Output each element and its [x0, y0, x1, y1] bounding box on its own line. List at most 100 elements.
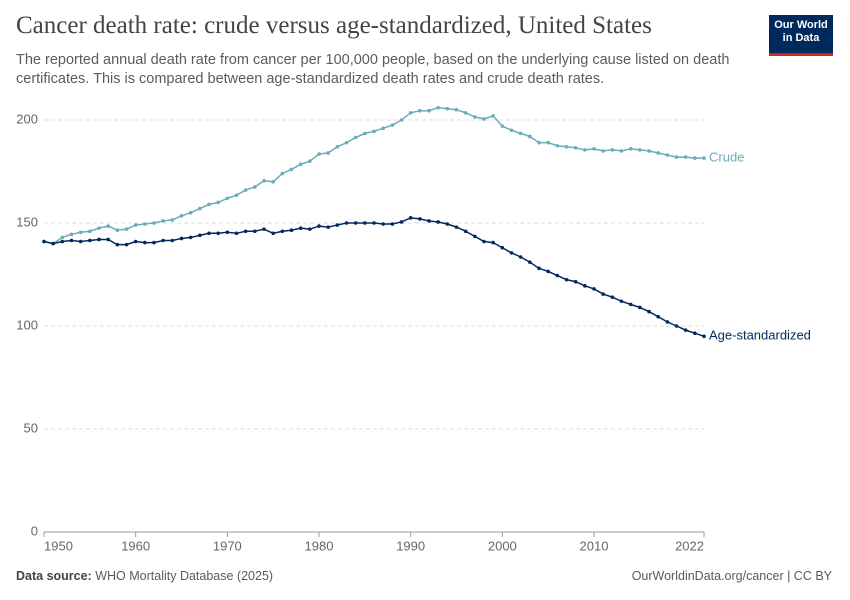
- data-point: [243, 229, 248, 234]
- data-point: [528, 134, 532, 139]
- data-point: [188, 210, 193, 215]
- data-point: [188, 235, 193, 240]
- data-point: [610, 295, 615, 299]
- data-point: [436, 220, 440, 224]
- data-point: [601, 292, 605, 296]
- data-point: [399, 220, 404, 224]
- data-point: [555, 273, 560, 278]
- series-line: [43, 217, 705, 338]
- data-point: [344, 221, 349, 225]
- data-point: [372, 221, 376, 225]
- data-point: [500, 124, 505, 128]
- data-point: [390, 222, 395, 226]
- data-point: [656, 151, 660, 155]
- data-point: [381, 222, 385, 226]
- x-tick-label: 1960: [121, 538, 150, 553]
- data-point: [179, 236, 184, 241]
- data-point: [243, 188, 248, 192]
- data-point: [88, 229, 92, 234]
- data-point: [143, 240, 147, 245]
- data-point: [463, 229, 468, 234]
- data-point: [78, 239, 83, 244]
- data-point: [693, 331, 697, 336]
- data-point: [601, 149, 605, 153]
- data-point: [482, 239, 486, 244]
- data-point: [518, 131, 523, 136]
- data-point: [326, 225, 330, 229]
- data-point: [326, 151, 330, 155]
- data-point: [427, 108, 431, 113]
- data-point: [546, 140, 550, 145]
- data-point: [473, 115, 477, 119]
- data-point: [161, 238, 165, 243]
- data-point: [555, 143, 560, 148]
- data-point: [280, 229, 285, 234]
- data-point: [482, 117, 486, 121]
- data-point: [564, 144, 569, 149]
- data-point: [628, 147, 633, 151]
- data-point: [170, 238, 175, 243]
- data-point: [317, 224, 321, 228]
- data-point: [674, 324, 679, 328]
- data-point: [473, 234, 477, 239]
- data-point: [491, 240, 495, 245]
- data-point: [143, 222, 147, 226]
- logo[interactable]: Our World in Data: [769, 15, 833, 56]
- data-point: [179, 213, 184, 218]
- data-point: [69, 232, 74, 237]
- data-point: [133, 239, 138, 244]
- data-point: [353, 135, 358, 140]
- data-point: [665, 153, 670, 157]
- data-point: [124, 227, 129, 231]
- data-point: [88, 238, 92, 243]
- data-point: [78, 230, 83, 235]
- x-tick-label: 2000: [488, 538, 517, 553]
- chart-title: Cancer death rate: crude versus age-stan…: [16, 12, 652, 39]
- data-point: [253, 229, 257, 234]
- data-point: [308, 159, 312, 163]
- credit[interactable]: OurWorldinData.org/cancer | CC BY: [631, 569, 832, 583]
- y-tick-label: 200: [16, 111, 38, 126]
- data-point: [170, 218, 175, 222]
- data-point: [399, 118, 404, 122]
- data-point: [408, 110, 413, 115]
- data-point: [115, 242, 120, 247]
- data-point: [683, 155, 688, 159]
- data-point: [97, 226, 101, 230]
- data-point: [454, 107, 459, 112]
- data-point: [298, 226, 303, 230]
- data-point: [418, 217, 422, 221]
- data-point: [133, 223, 138, 227]
- data-point: [638, 148, 642, 152]
- x-tick-label: 1970: [213, 538, 242, 553]
- data-point: [335, 223, 340, 227]
- data-point: [647, 309, 651, 314]
- data-point: [546, 269, 550, 274]
- chart: 0 50 100 150 200 1950 1960 1970 1980 1990 2000 2010…: [16, 105, 811, 553]
- logo-line: Our World: [774, 19, 828, 31]
- data-point: [583, 148, 587, 152]
- x-tick-label: 1950: [44, 538, 73, 553]
- data-point: [610, 148, 615, 152]
- x-tick-label: 2010: [580, 538, 609, 553]
- data-point: [298, 162, 303, 167]
- data-point: [262, 227, 266, 231]
- data-point: [445, 106, 450, 111]
- data-point: [665, 320, 670, 324]
- data-point: [702, 156, 706, 160]
- data-point: [619, 299, 624, 304]
- data-point: [509, 251, 514, 255]
- data-point: [207, 231, 211, 236]
- data-point: [436, 105, 440, 110]
- data-point: [225, 230, 230, 235]
- data-point: [573, 279, 578, 284]
- data-point: [60, 235, 65, 240]
- data-point: [51, 241, 55, 246]
- data-point: [308, 227, 312, 231]
- data-point: [656, 314, 660, 319]
- data-point: [372, 129, 376, 134]
- data-point: [106, 237, 110, 242]
- data-point: [152, 221, 156, 225]
- data-point: [60, 239, 65, 244]
